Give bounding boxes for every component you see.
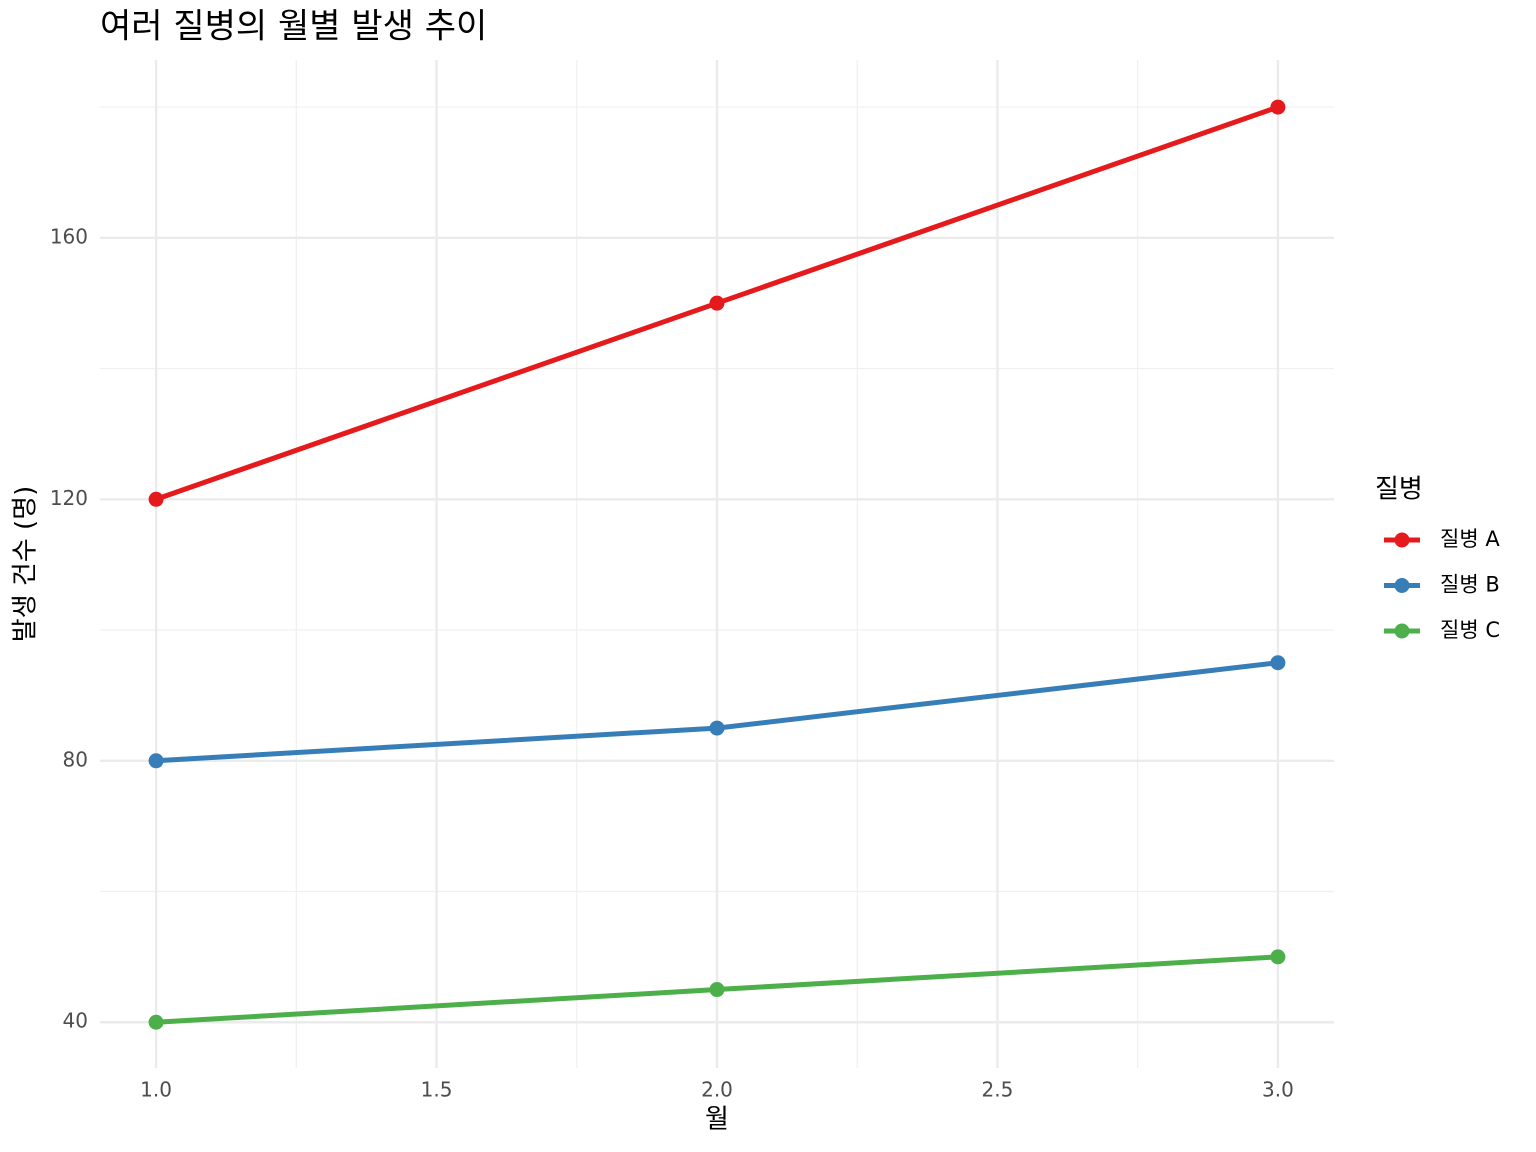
y-tick-label: 40 xyxy=(63,1009,88,1033)
x-tick-label: 3.0 xyxy=(1262,1078,1294,1102)
legend-label: 질병 B xyxy=(1440,573,1500,597)
y-axis-label: 발생 건수 (명) xyxy=(11,486,41,642)
x-tick-label: 2.0 xyxy=(701,1078,733,1102)
x-tick-label: 2.5 xyxy=(982,1078,1014,1102)
point xyxy=(1270,655,1286,671)
point xyxy=(148,1014,164,1030)
legend-swatch xyxy=(1394,578,1410,593)
legend-swatch xyxy=(1394,623,1410,639)
x-axis-label: 월 xyxy=(705,1105,729,1135)
legend-title: 질병 xyxy=(1375,475,1423,505)
legend-label: 질병 A xyxy=(1440,527,1500,551)
x-tick-label: 1.5 xyxy=(421,1078,453,1102)
point xyxy=(148,753,164,769)
point xyxy=(1270,99,1286,115)
point xyxy=(709,982,725,998)
point xyxy=(709,720,725,736)
y-tick-label: 80 xyxy=(63,747,88,771)
y-tick-label: 160 xyxy=(50,224,88,248)
chart-title: 여러 질병의 월별 발생 추이 xyxy=(100,7,487,47)
legend-swatch xyxy=(1394,532,1410,548)
point xyxy=(148,491,164,507)
y-tick-label: 120 xyxy=(50,486,88,510)
legend-label: 질병 C xyxy=(1440,618,1500,642)
x-tick-label: 1.0 xyxy=(140,1078,172,1102)
point xyxy=(709,295,725,311)
point xyxy=(1270,949,1286,965)
